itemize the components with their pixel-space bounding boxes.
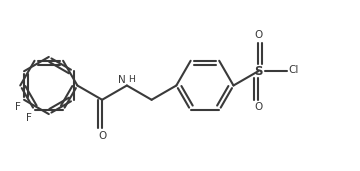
Text: H: H [129,75,135,84]
Text: F: F [26,113,32,123]
Text: N: N [118,75,126,85]
Text: O: O [98,131,106,141]
Text: S: S [254,65,262,78]
Text: O: O [254,102,262,112]
Text: Cl: Cl [288,65,299,75]
Text: F: F [15,102,21,112]
Text: O: O [254,30,262,40]
